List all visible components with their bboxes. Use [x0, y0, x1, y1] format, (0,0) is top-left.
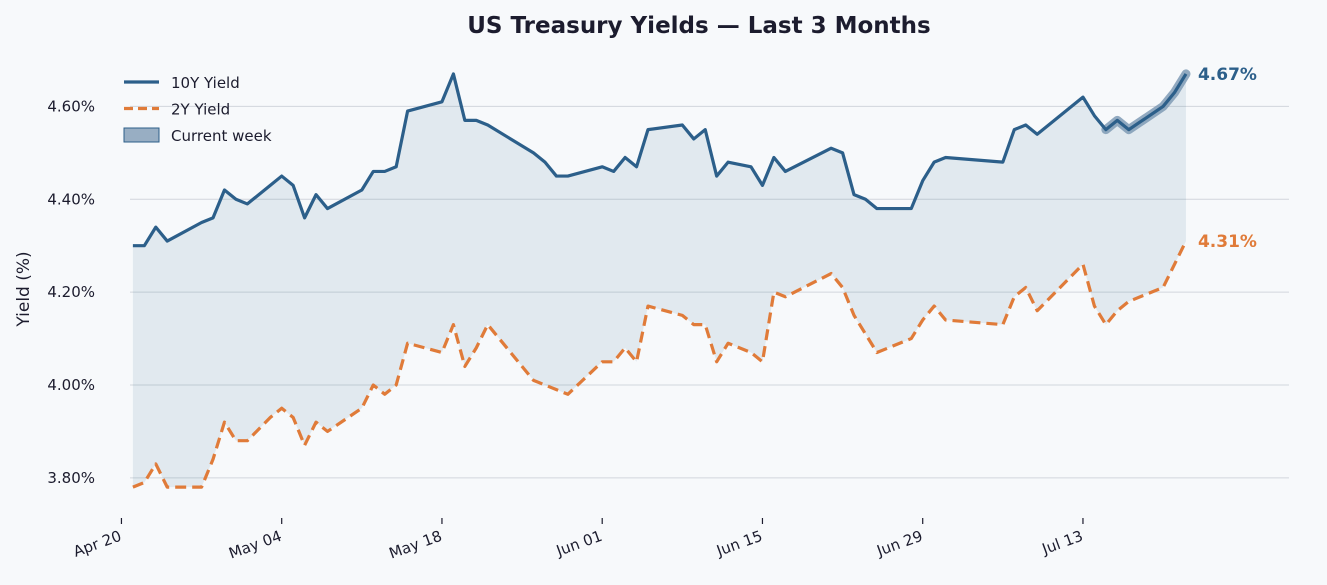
legend-2y-label: 2Y Yield	[171, 101, 230, 119]
y-axis-label: Yield (%)	[14, 251, 34, 327]
series-10y-yield-line	[132, 72, 1188, 248]
gridlines	[130, 105, 1289, 479]
y-tick-label: 4.60%	[47, 97, 95, 115]
y-tick-label: 4.00%	[47, 376, 95, 394]
series-lines	[132, 72, 1188, 489]
legend-current-week-swatch	[123, 127, 160, 143]
y-tick-label: 4.40%	[47, 190, 95, 208]
y-tick-label: 3.80%	[47, 469, 95, 487]
y-tick-label: 4.20%	[47, 283, 95, 301]
y-axis-ticks: 3.80% 4.00% 4.20% 4.40% 4.60%	[47, 97, 95, 486]
legend: 10Y Yield 2Y Yield Current week	[123, 74, 272, 145]
chart-title: US Treasury Yields — Last 3 Months	[467, 13, 930, 39]
end-value-label: 4.31%	[1198, 232, 1257, 252]
series-2y-yield-line	[132, 240, 1188, 489]
legend-10y-label: 10Y Yield	[171, 74, 240, 92]
end-value-labels: 4.67% 4.31%	[1198, 65, 1257, 252]
legend-current-week-label: Current week	[171, 127, 272, 145]
end-value-label: 4.67%	[1198, 65, 1257, 85]
